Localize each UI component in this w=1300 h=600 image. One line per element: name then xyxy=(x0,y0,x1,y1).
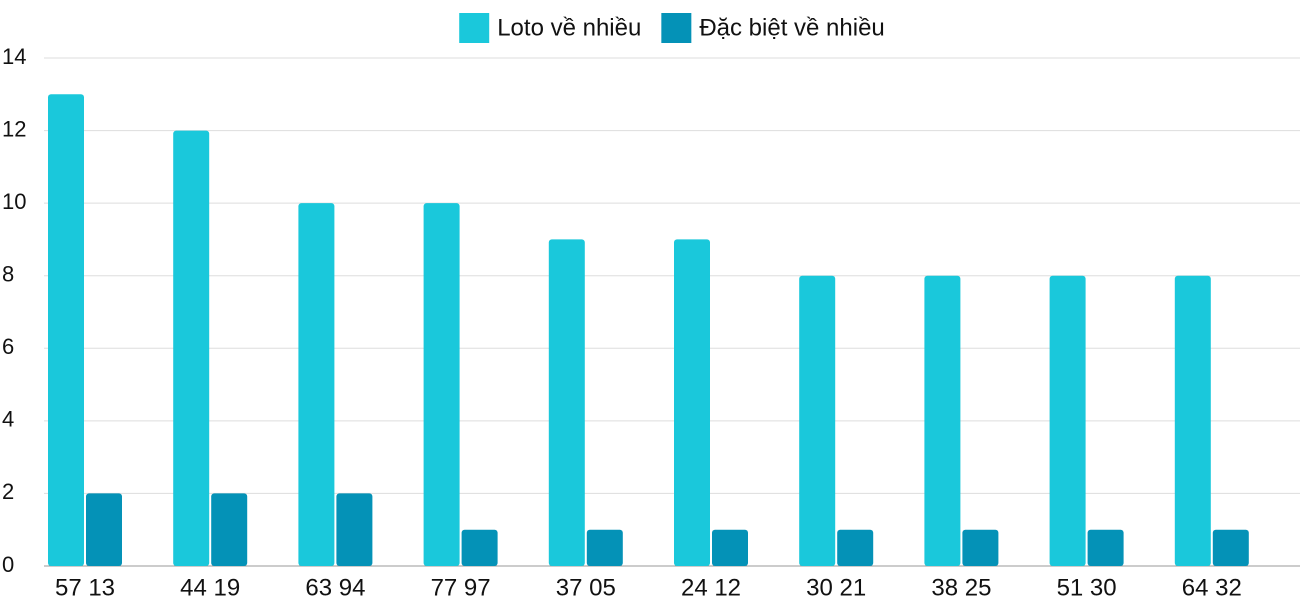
legend-swatch xyxy=(661,13,692,43)
bar xyxy=(1049,275,1086,566)
bar xyxy=(837,529,874,566)
y-tick-label: 8 xyxy=(2,262,14,287)
x-tick-label: 37 05 xyxy=(556,574,616,600)
x-tick-label: 24 12 xyxy=(681,574,741,600)
y-tick-label: 4 xyxy=(2,407,14,432)
bar xyxy=(48,94,84,567)
x-tick-label: 64 32 xyxy=(1182,574,1242,600)
bar xyxy=(1212,529,1249,566)
x-tick-label: 57 13 xyxy=(55,574,115,600)
x-tick-label: 38 25 xyxy=(931,574,991,600)
x-tick-label: 51 30 xyxy=(1057,574,1117,600)
bar xyxy=(423,203,460,566)
bar xyxy=(461,529,498,566)
legend-label: Đặc biệt về nhiều xyxy=(699,14,884,41)
x-tick-label: 30 21 xyxy=(806,574,866,600)
bar xyxy=(924,275,961,566)
legend-label: Loto về nhiều xyxy=(497,14,641,41)
bar xyxy=(799,275,836,566)
bar xyxy=(211,493,248,566)
bar xyxy=(674,239,710,566)
bar xyxy=(86,493,122,566)
y-tick-label: 2 xyxy=(2,479,14,504)
bar xyxy=(548,239,585,566)
y-tick-label: 0 xyxy=(2,552,14,577)
bar xyxy=(1087,529,1124,566)
bar xyxy=(712,529,748,566)
x-tick-label: 44 19 xyxy=(180,574,240,600)
bar xyxy=(298,203,335,566)
legend-swatch xyxy=(459,13,490,43)
bar xyxy=(586,529,623,566)
x-tick-label: 77 97 xyxy=(431,574,491,600)
bar xyxy=(336,493,373,566)
bar xyxy=(173,130,210,567)
x-tick-label: 63 94 xyxy=(305,574,365,600)
y-tick-label: 14 xyxy=(2,44,26,69)
y-tick-label: 6 xyxy=(2,334,14,359)
bar xyxy=(962,529,999,566)
y-tick-label: 10 xyxy=(2,189,26,214)
y-tick-label: 12 xyxy=(2,116,26,141)
bar xyxy=(1174,275,1211,566)
